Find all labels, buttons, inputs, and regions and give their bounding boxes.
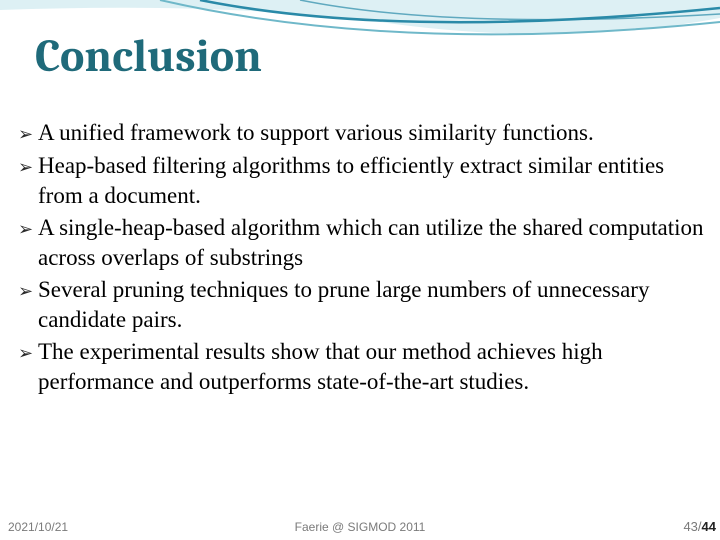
page-current: 43 bbox=[683, 519, 697, 534]
chevron-right-icon: ➢ bbox=[18, 275, 38, 306]
slide-title: Conclusion bbox=[35, 30, 262, 83]
list-item-text: The experimental results show that our m… bbox=[38, 337, 712, 397]
chevron-right-icon: ➢ bbox=[18, 337, 38, 368]
page-total: 44 bbox=[702, 519, 716, 534]
chevron-right-icon: ➢ bbox=[18, 151, 38, 182]
slide-footer: 2021/10/21 Faerie @ SIGMOD 2011 43/44 bbox=[0, 514, 720, 534]
list-item: ➢ A unified framework to support various… bbox=[18, 118, 712, 149]
chevron-right-icon: ➢ bbox=[18, 118, 38, 149]
bullet-list: ➢ A unified framework to support various… bbox=[18, 118, 712, 399]
list-item-text: Several pruning techniques to prune larg… bbox=[38, 275, 712, 335]
footer-page-number: 43/44 bbox=[683, 519, 716, 534]
list-item: ➢ Heap-based filtering algorithms to eff… bbox=[18, 151, 712, 211]
list-item-text: A single-heap-based algorithm which can … bbox=[38, 213, 712, 273]
list-item: ➢ A single-heap-based algorithm which ca… bbox=[18, 213, 712, 273]
list-item-text: Heap-based filtering algorithms to effic… bbox=[38, 151, 712, 211]
chevron-right-icon: ➢ bbox=[18, 213, 38, 244]
list-item: ➢ Several pruning techniques to prune la… bbox=[18, 275, 712, 335]
list-item: ➢ The experimental results show that our… bbox=[18, 337, 712, 397]
footer-center-text: Faerie @ SIGMOD 2011 bbox=[0, 520, 720, 534]
list-item-text: A unified framework to support various s… bbox=[38, 118, 712, 148]
